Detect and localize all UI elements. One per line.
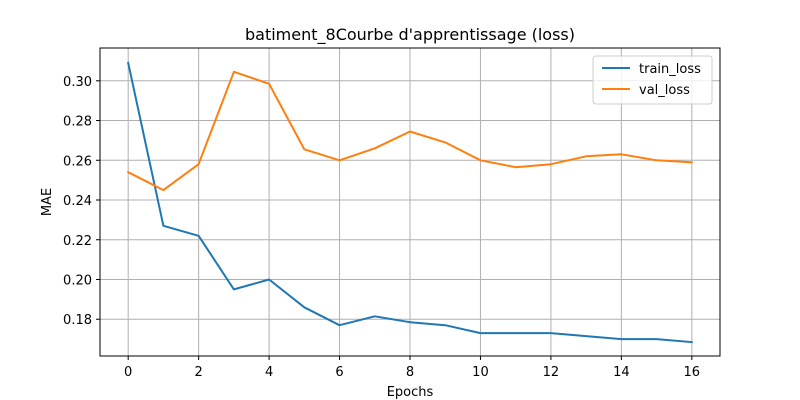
y-tick-label: 0.26 bbox=[63, 154, 92, 169]
x-tick-label: 14 bbox=[613, 365, 630, 380]
series-line-train-loss bbox=[127, 61, 693, 344]
y-axis-label: MAE bbox=[40, 188, 55, 216]
x-tick-label: 6 bbox=[335, 365, 343, 380]
series-line-val-loss bbox=[126, 70, 693, 192]
x-axis-label: Epochs bbox=[387, 385, 434, 400]
y-tick-label: 0.30 bbox=[63, 75, 92, 90]
y-ticks: 0.18 0.20 0.22 0.24 0.26 0.28 0.30 bbox=[63, 75, 100, 328]
y-tick-label: 0.18 bbox=[63, 313, 92, 328]
x-tick-label: 10 bbox=[472, 365, 489, 380]
y-tick-label: 0.20 bbox=[63, 273, 92, 288]
legend: train_loss val_loss bbox=[592, 55, 713, 105]
x-ticks: 0 2 4 6 8 10 12 14 16 bbox=[124, 356, 700, 380]
y-tick-label: 0.22 bbox=[63, 234, 92, 249]
legend-label: train_loss bbox=[639, 62, 701, 77]
legend-label: val_loss bbox=[639, 83, 690, 98]
x-tick-label: 2 bbox=[194, 365, 202, 380]
y-tick-label: 0.24 bbox=[63, 194, 92, 209]
x-tick-label: 0 bbox=[124, 365, 132, 380]
series-lines bbox=[126, 61, 693, 344]
x-tick-label: 12 bbox=[543, 365, 560, 380]
x-tick-label: 16 bbox=[684, 365, 701, 380]
chart-title: batiment_8Courbe d'apprentissage (loss) bbox=[245, 25, 575, 45]
y-tick-label: 0.28 bbox=[63, 115, 92, 130]
x-tick-label: 8 bbox=[406, 365, 414, 380]
x-tick-label: 4 bbox=[265, 365, 273, 380]
